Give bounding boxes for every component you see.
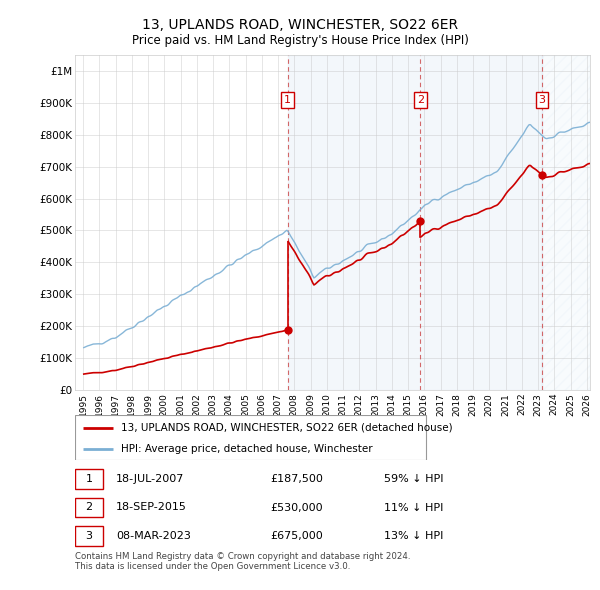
Text: 3: 3 [86, 531, 92, 541]
Text: £675,000: £675,000 [271, 531, 323, 541]
Text: 2: 2 [416, 95, 424, 105]
Text: 18-JUL-2007: 18-JUL-2007 [116, 474, 185, 484]
Text: 3: 3 [539, 95, 545, 105]
Text: 13, UPLANDS ROAD, WINCHESTER, SO22 6ER: 13, UPLANDS ROAD, WINCHESTER, SO22 6ER [142, 18, 458, 32]
Text: 13, UPLANDS ROAD, WINCHESTER, SO22 6ER (detached house): 13, UPLANDS ROAD, WINCHESTER, SO22 6ER (… [121, 422, 453, 432]
Text: 08-MAR-2023: 08-MAR-2023 [116, 531, 191, 541]
FancyBboxPatch shape [75, 497, 103, 517]
FancyBboxPatch shape [75, 415, 425, 460]
FancyBboxPatch shape [75, 469, 103, 489]
Text: 2: 2 [86, 503, 93, 513]
Text: Contains HM Land Registry data © Crown copyright and database right 2024.
This d: Contains HM Land Registry data © Crown c… [75, 552, 410, 571]
Text: HPI: Average price, detached house, Winchester: HPI: Average price, detached house, Winc… [121, 444, 373, 454]
Text: 1: 1 [86, 474, 92, 484]
Text: 59% ↓ HPI: 59% ↓ HPI [384, 474, 443, 484]
Text: 11% ↓ HPI: 11% ↓ HPI [384, 503, 443, 513]
Text: 1: 1 [284, 95, 291, 105]
Text: Price paid vs. HM Land Registry's House Price Index (HPI): Price paid vs. HM Land Registry's House … [131, 34, 469, 47]
Text: 18-SEP-2015: 18-SEP-2015 [116, 503, 187, 513]
Bar [542, 55, 590, 390]
FancyBboxPatch shape [75, 526, 103, 546]
Text: £530,000: £530,000 [271, 503, 323, 513]
Bar [287, 55, 542, 390]
Text: 13% ↓ HPI: 13% ↓ HPI [384, 531, 443, 541]
Text: £187,500: £187,500 [271, 474, 323, 484]
